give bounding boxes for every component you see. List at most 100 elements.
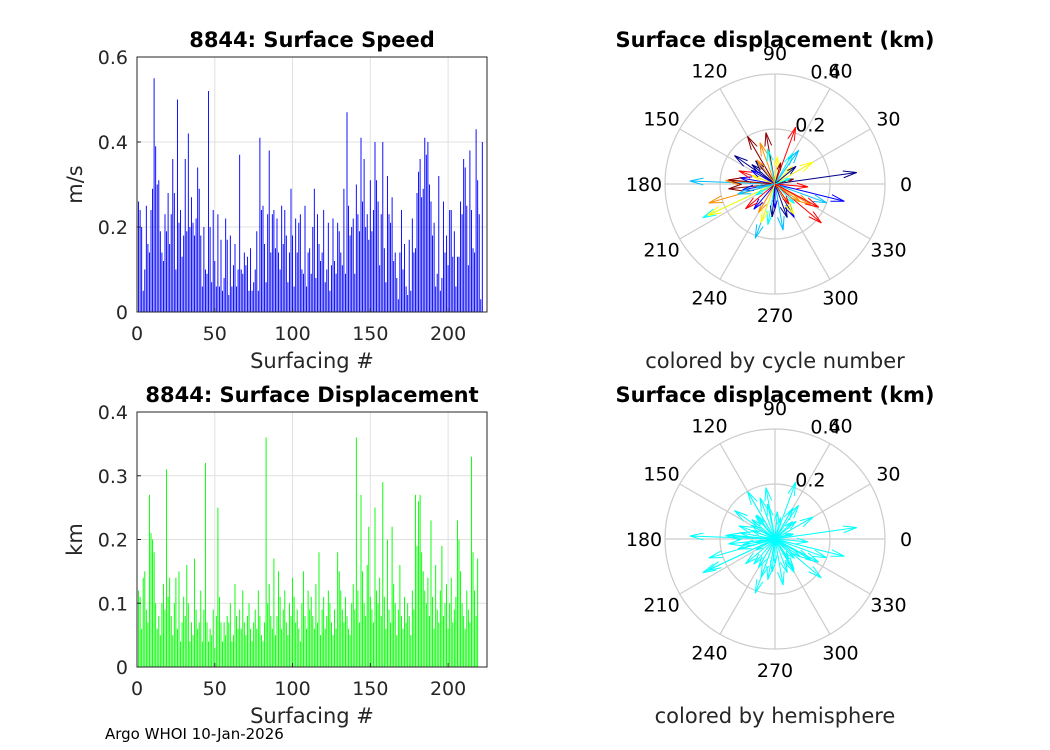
vector-head xyxy=(789,193,801,202)
bar xyxy=(184,616,186,667)
bar xyxy=(337,222,339,312)
bar xyxy=(242,590,244,667)
vector-head xyxy=(753,553,764,565)
bar xyxy=(262,205,264,312)
vector-head xyxy=(754,224,764,239)
bar xyxy=(236,286,238,312)
vector-head xyxy=(812,194,827,204)
displacement-vector xyxy=(755,538,776,551)
vector-shaft xyxy=(745,538,776,565)
bar xyxy=(470,210,472,312)
bar xyxy=(312,616,314,667)
bar xyxy=(327,590,329,667)
vector-shaft xyxy=(774,126,797,185)
vector-head xyxy=(702,563,717,574)
polar-caption: colored by cycle number xyxy=(645,349,905,373)
angle-tick-label: 0 xyxy=(900,529,912,551)
vector-head xyxy=(784,557,795,570)
bar xyxy=(380,616,382,667)
bar xyxy=(335,628,337,667)
bar xyxy=(419,494,421,667)
bar xyxy=(408,239,410,312)
vector-head xyxy=(754,579,764,594)
vector-head xyxy=(755,189,764,196)
bar xyxy=(469,622,471,667)
vector-head xyxy=(842,170,857,179)
x-tick-label: 50 xyxy=(203,323,227,345)
vector-shaft xyxy=(747,491,776,540)
bar xyxy=(441,278,443,312)
bar xyxy=(240,269,242,312)
bar xyxy=(349,235,351,312)
angle-tick-label: 330 xyxy=(870,595,906,617)
bar xyxy=(190,622,192,667)
bar xyxy=(170,214,172,312)
displacement-vector xyxy=(774,183,790,205)
vector-head xyxy=(805,197,820,208)
bar xyxy=(393,584,395,667)
bar xyxy=(169,244,171,312)
bar xyxy=(374,142,376,312)
bar xyxy=(386,539,388,667)
bar xyxy=(214,261,216,312)
vector-head xyxy=(812,549,827,559)
bar xyxy=(298,628,300,667)
radius-tick-label: 0.2 xyxy=(795,114,825,136)
bar xyxy=(474,252,476,312)
bar xyxy=(161,252,163,312)
bar xyxy=(304,205,306,312)
bar xyxy=(410,290,412,312)
vector-shaft xyxy=(728,179,776,185)
angle-tick-label: 180 xyxy=(626,174,662,196)
bar xyxy=(444,603,446,667)
vector-head xyxy=(707,206,722,216)
bar xyxy=(458,256,460,312)
bar xyxy=(166,469,168,667)
bar xyxy=(200,235,202,312)
vector-head xyxy=(776,216,785,231)
bar xyxy=(467,609,469,667)
displacement-vector xyxy=(728,538,776,547)
bar xyxy=(251,641,253,667)
vector-head xyxy=(782,551,790,560)
displacement-vector xyxy=(774,126,797,185)
displacement-vector xyxy=(728,177,776,185)
vector-head xyxy=(728,532,743,540)
bar xyxy=(172,159,174,312)
bar xyxy=(270,616,272,667)
bar xyxy=(430,201,432,312)
bar xyxy=(414,494,416,667)
bar xyxy=(313,188,315,312)
vector-shaft xyxy=(774,183,808,188)
bar xyxy=(152,539,154,667)
x-tick-label: 0 xyxy=(131,323,143,345)
displacement-vector xyxy=(734,155,776,185)
vector-head xyxy=(766,503,774,517)
displacement-vector xyxy=(774,538,827,559)
vector-shaft xyxy=(750,524,776,540)
vector-shaft xyxy=(758,183,776,213)
bar xyxy=(181,256,183,312)
bar xyxy=(447,265,449,312)
bar xyxy=(301,603,303,667)
bar xyxy=(358,622,360,667)
bar xyxy=(152,188,154,312)
bar xyxy=(195,609,197,667)
vector-head xyxy=(799,516,814,528)
bar xyxy=(441,545,443,667)
x-tick-label: 150 xyxy=(352,323,388,345)
displacement-vector xyxy=(750,169,776,185)
bar xyxy=(265,437,267,667)
displacement-vector xyxy=(728,183,776,192)
bar xyxy=(139,596,141,667)
bar xyxy=(341,265,343,312)
bar xyxy=(456,520,458,667)
bar xyxy=(433,628,435,667)
bar xyxy=(452,622,454,667)
vector-head xyxy=(779,560,788,573)
bar xyxy=(273,210,275,312)
vector-head xyxy=(764,132,773,147)
bar xyxy=(428,616,430,667)
vector-shaft xyxy=(745,183,776,210)
vector-head xyxy=(707,561,722,571)
